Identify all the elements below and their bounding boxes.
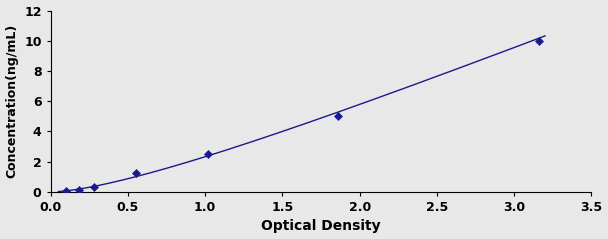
Y-axis label: Concentration(ng/mL): Concentration(ng/mL) [5, 24, 19, 178]
X-axis label: Optical Density: Optical Density [261, 219, 381, 234]
